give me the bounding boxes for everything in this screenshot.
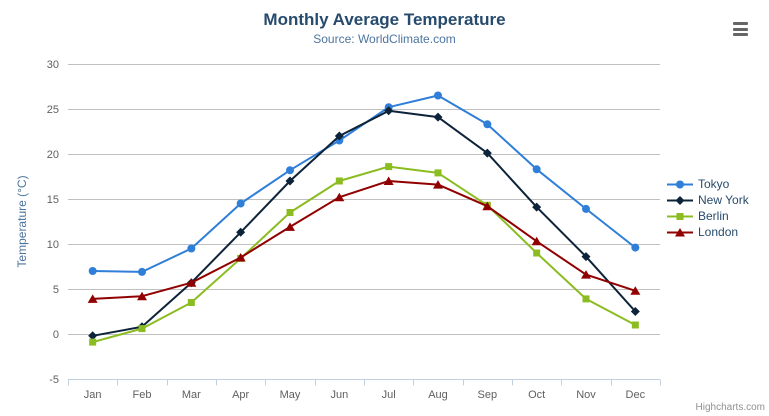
data-point-london-jun[interactable] bbox=[334, 192, 345, 202]
series-line-tokyo bbox=[92, 94, 636, 273]
data-point-tokyo-feb[interactable] bbox=[138, 267, 146, 276]
data-point-new-york-aug[interactable] bbox=[433, 112, 443, 122]
data-point-london-aug[interactable] bbox=[433, 180, 443, 189]
x-axis-tick-label: Mar bbox=[182, 389, 201, 401]
legend-label: Tokyo bbox=[698, 177, 730, 191]
x-axis-tick-label: Jan bbox=[84, 389, 102, 401]
data-point-london-jul[interactable] bbox=[383, 176, 394, 186]
data-point-berlin-feb[interactable] bbox=[138, 325, 146, 333]
legend-label: London bbox=[698, 225, 739, 239]
data-point-london-apr[interactable] bbox=[235, 253, 246, 262]
y-axis-title: Temperature (°C) bbox=[15, 175, 29, 267]
data-point-new-york-sep[interactable] bbox=[482, 148, 492, 158]
y-axis-tick-label: 10 bbox=[47, 239, 59, 251]
legend-marker-tokyo bbox=[676, 180, 684, 188]
data-point-berlin-jun[interactable] bbox=[335, 177, 343, 185]
x-axis-tick-label: Oct bbox=[528, 389, 545, 401]
chart-title: Monthly Average Temperature bbox=[263, 10, 506, 29]
data-point-tokyo-sep[interactable] bbox=[483, 120, 492, 129]
y-axis-tick-label: -5 bbox=[49, 374, 59, 386]
data-point-london-may[interactable] bbox=[285, 222, 295, 231]
legend-marker-berlin bbox=[676, 212, 684, 220]
credits-link[interactable]: Highcharts.com bbox=[695, 402, 765, 413]
data-point-berlin-mar[interactable] bbox=[187, 299, 195, 306]
x-axis-tick-label: Apr bbox=[232, 389, 249, 401]
data-point-tokyo-jan[interactable] bbox=[88, 267, 97, 275]
data-point-new-york-jan[interactable] bbox=[88, 331, 98, 341]
legend-item-new-york[interactable]: New York bbox=[667, 192, 749, 208]
legend-marker-london bbox=[675, 227, 685, 236]
data-point-tokyo-nov[interactable] bbox=[582, 204, 590, 213]
data-point-london-nov[interactable] bbox=[581, 270, 591, 279]
x-axis-tick-label: Nov bbox=[576, 389, 596, 401]
hamburger-icon bbox=[733, 27, 748, 31]
data-point-berlin-jan[interactable] bbox=[89, 338, 97, 346]
x-axis-tick-label: Sep bbox=[478, 389, 498, 401]
legend-item-berlin[interactable]: Berlin bbox=[667, 208, 749, 224]
data-point-london-sep[interactable] bbox=[482, 201, 493, 211]
legend-symbol-icon bbox=[667, 227, 693, 236]
data-point-london-oct[interactable] bbox=[531, 236, 542, 246]
data-point-berlin-nov[interactable] bbox=[582, 295, 590, 303]
series-london bbox=[87, 176, 641, 303]
hamburger-icon bbox=[733, 22, 748, 25]
y-axis-tick-label: 15 bbox=[47, 194, 59, 206]
data-point-new-york-jul[interactable] bbox=[384, 106, 394, 116]
legend-label: Berlin bbox=[698, 209, 729, 223]
x-axis-tick-label: Aug bbox=[428, 389, 448, 401]
data-point-london-mar[interactable] bbox=[186, 278, 197, 287]
hamburger-icon bbox=[733, 33, 748, 36]
data-point-berlin-jul[interactable] bbox=[385, 163, 393, 171]
legend-symbol-icon bbox=[667, 195, 693, 205]
x-axis-tick-label: May bbox=[280, 389, 301, 401]
y-axis-tick-label: 5 bbox=[53, 284, 59, 296]
data-point-tokyo-oct[interactable] bbox=[532, 165, 541, 174]
series-line-new-york bbox=[92, 109, 637, 337]
legend-symbol-icon bbox=[667, 180, 693, 188]
data-point-tokyo-apr[interactable] bbox=[236, 199, 245, 208]
data-point-new-york-oct[interactable] bbox=[532, 202, 542, 212]
y-axis-tick-label: 25 bbox=[47, 104, 59, 116]
data-point-new-york-may[interactable] bbox=[285, 176, 295, 186]
legend-symbol-icon bbox=[667, 212, 693, 220]
data-point-london-jan[interactable] bbox=[87, 294, 98, 303]
data-point-new-york-dec[interactable] bbox=[630, 307, 640, 316]
x-axis-tick-label: Jul bbox=[382, 389, 396, 401]
legend-label: New York bbox=[698, 193, 749, 207]
y-axis-tick-label: 0 bbox=[53, 329, 59, 341]
data-point-new-york-nov[interactable] bbox=[581, 252, 591, 262]
data-point-tokyo-mar[interactable] bbox=[187, 244, 196, 253]
x-axis-tick-label: Jun bbox=[330, 389, 348, 401]
legend-marker-new-york bbox=[675, 195, 685, 205]
legend-item-london[interactable]: London bbox=[667, 224, 749, 240]
data-point-london-feb[interactable] bbox=[137, 291, 147, 301]
data-point-london-dec[interactable] bbox=[630, 286, 641, 295]
y-axis-tick-label: 20 bbox=[47, 149, 59, 161]
data-point-new-york-apr[interactable] bbox=[236, 227, 246, 237]
data-point-new-york-jun[interactable] bbox=[334, 131, 344, 141]
export-menu-button[interactable] bbox=[733, 22, 748, 36]
data-point-tokyo-may[interactable] bbox=[286, 166, 294, 175]
legend-item-tokyo[interactable]: Tokyo bbox=[667, 176, 749, 192]
x-axis-tick-label: Dec bbox=[626, 389, 646, 401]
series-tokyo bbox=[88, 91, 640, 276]
data-point-berlin-may[interactable] bbox=[286, 209, 294, 216]
data-point-tokyo-aug[interactable] bbox=[434, 91, 442, 100]
data-point-berlin-dec[interactable] bbox=[631, 321, 639, 329]
legend: Tokyo New York Berlin London bbox=[667, 176, 749, 240]
chart-subtitle: Source: WorldClimate.com bbox=[313, 32, 456, 46]
data-point-tokyo-dec[interactable] bbox=[631, 243, 640, 252]
y-axis-tick-label: 30 bbox=[47, 59, 59, 71]
series-line-berlin bbox=[92, 165, 636, 344]
x-axis-tick-label: Feb bbox=[133, 389, 152, 401]
series-new-york bbox=[88, 106, 640, 341]
data-point-berlin-oct[interactable] bbox=[533, 249, 541, 257]
data-point-berlin-aug[interactable] bbox=[434, 169, 442, 177]
series-line-london bbox=[92, 180, 636, 300]
